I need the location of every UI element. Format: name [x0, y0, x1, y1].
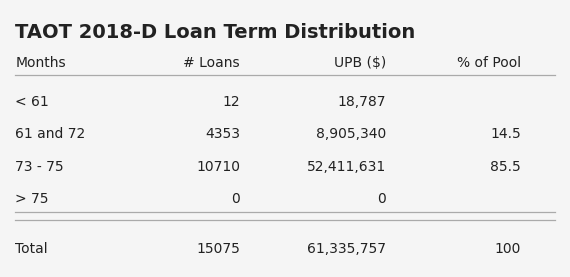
Text: 14.5: 14.5: [490, 127, 521, 142]
Text: % of Pool: % of Pool: [457, 56, 521, 70]
Text: 0: 0: [231, 192, 240, 206]
Text: 52,411,631: 52,411,631: [307, 160, 386, 174]
Text: 73 - 75: 73 - 75: [15, 160, 64, 174]
Text: 8,905,340: 8,905,340: [316, 127, 386, 142]
Text: UPB ($): UPB ($): [334, 56, 386, 70]
Text: 18,787: 18,787: [337, 95, 386, 109]
Text: > 75: > 75: [15, 192, 49, 206]
Text: TAOT 2018-D Loan Term Distribution: TAOT 2018-D Loan Term Distribution: [15, 23, 416, 42]
Text: 15075: 15075: [196, 242, 240, 256]
Text: < 61: < 61: [15, 95, 49, 109]
Text: 12: 12: [222, 95, 240, 109]
Text: 85.5: 85.5: [490, 160, 521, 174]
Text: 0: 0: [377, 192, 386, 206]
Text: Months: Months: [15, 56, 66, 70]
Text: 4353: 4353: [205, 127, 240, 142]
Text: 100: 100: [495, 242, 521, 256]
Text: 10710: 10710: [196, 160, 240, 174]
Text: 61,335,757: 61,335,757: [307, 242, 386, 256]
Text: # Loans: # Loans: [184, 56, 240, 70]
Text: 61 and 72: 61 and 72: [15, 127, 86, 142]
Text: Total: Total: [15, 242, 48, 256]
